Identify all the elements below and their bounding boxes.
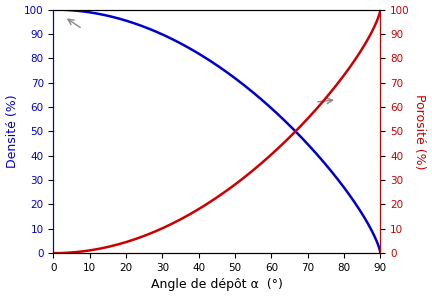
X-axis label: Angle de dépôt α  (°): Angle de dépôt α (°) xyxy=(151,279,283,291)
Y-axis label: Densité (%): Densité (%) xyxy=(6,94,19,168)
Y-axis label: Porosité (%): Porosité (%) xyxy=(413,94,426,169)
